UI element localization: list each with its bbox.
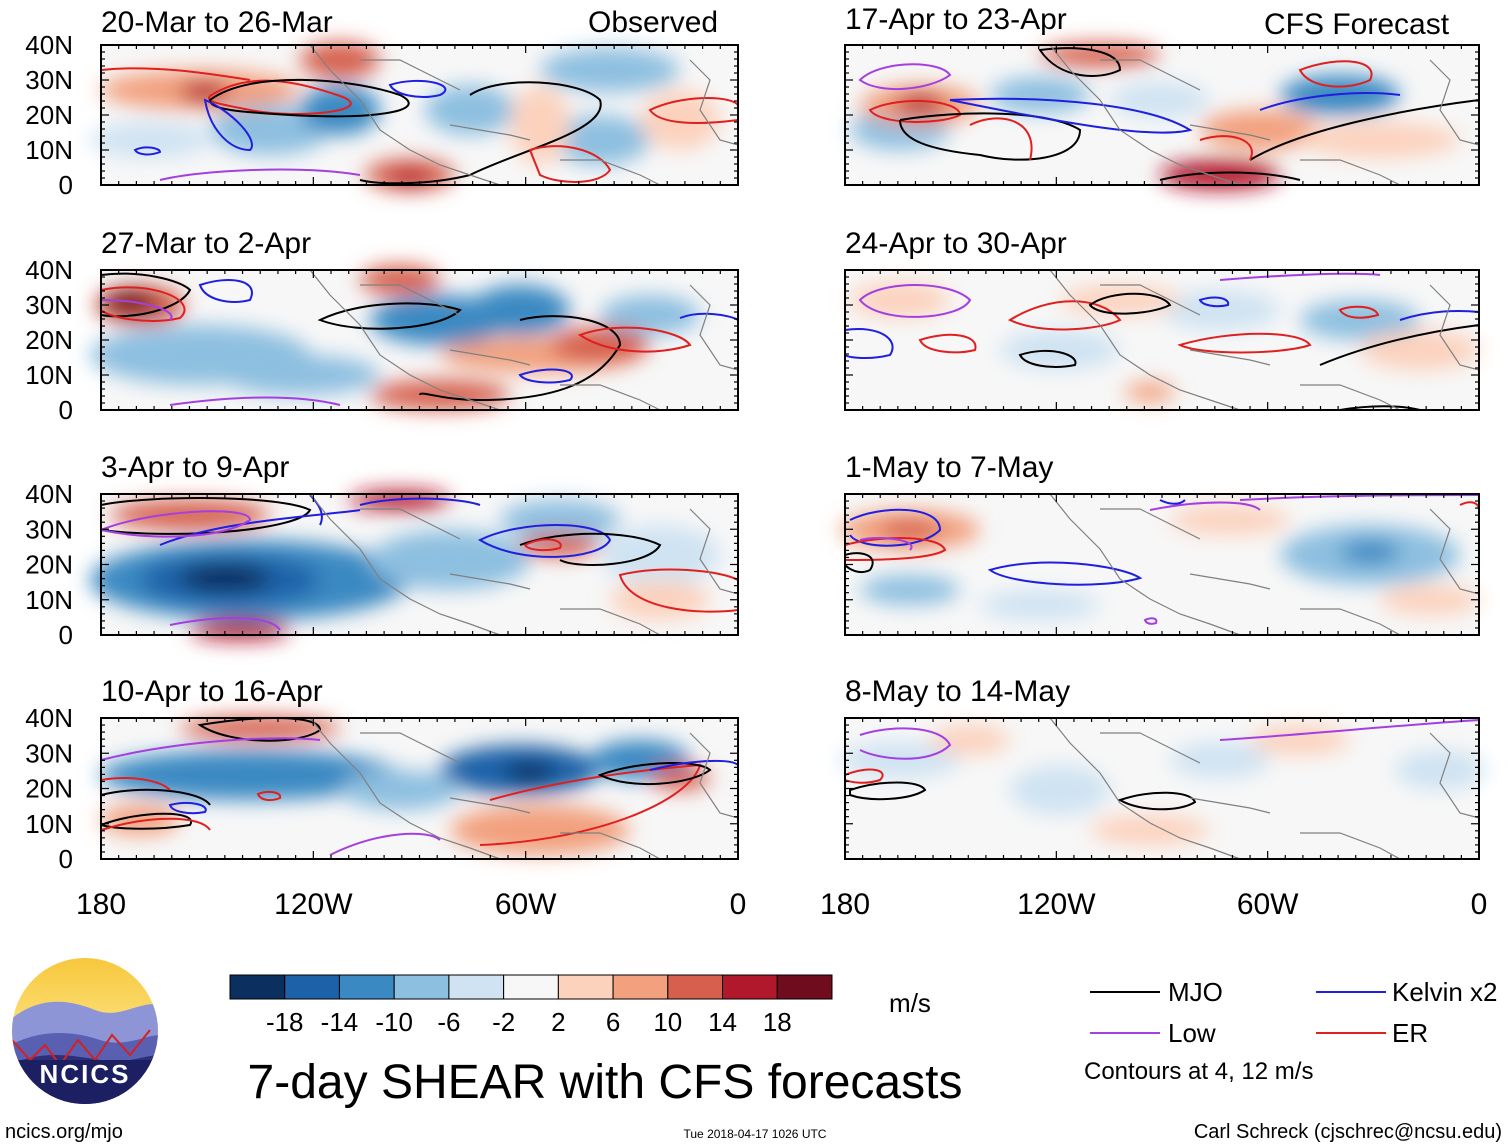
panel-title-obs3: 3-Apr to 9-Apr xyxy=(101,451,290,484)
x-tick-label: 60W xyxy=(495,888,557,921)
legend-label-er: ER xyxy=(1392,1018,1428,1048)
y-tick-label: 30N xyxy=(25,290,73,320)
colorbar-label: 2 xyxy=(551,1007,565,1037)
coastline-obs2 xyxy=(309,269,739,411)
y-tick-label: 0 xyxy=(59,395,73,425)
shear-field-fc2 xyxy=(850,282,1480,402)
panel-fc3 xyxy=(840,493,1480,636)
x-tick-label: 0 xyxy=(1471,888,1488,921)
coastline-fc3 xyxy=(1049,493,1480,636)
x-tick-label: 180 xyxy=(820,888,870,921)
coastline-obs3 xyxy=(309,493,739,636)
panel-obs2 xyxy=(90,265,739,411)
colorbar-swatch xyxy=(503,974,559,1000)
colorbar-swatch xyxy=(557,974,614,1000)
colorbar-swatch xyxy=(776,974,833,1000)
legend-label-low: Low xyxy=(1168,1018,1216,1048)
column-label-observed: Observed xyxy=(588,6,719,39)
colorbar: -18 -14 -10 -6 -2 2 6 10 14 18 xyxy=(229,974,833,1037)
panel-title-obs2: 27-Mar to 2-Apr xyxy=(101,227,312,260)
panel-title-fc2: 24-Apr to 30-Apr xyxy=(845,227,1067,260)
y-tick-label: 10N xyxy=(25,360,73,390)
colorbar-label: -14 xyxy=(321,1007,359,1037)
coastline-fc2 xyxy=(1049,269,1480,411)
y-tick-label: 10N xyxy=(25,135,73,165)
panel-title-fc1: 17-Apr to 23-Apr xyxy=(845,3,1067,36)
contour-note: Contours at 4, 12 m/s xyxy=(1084,1058,1313,1085)
x-tick-label: 120W xyxy=(1017,888,1096,921)
y-tick-label: 10N xyxy=(25,585,73,615)
coastline-fc4 xyxy=(1049,717,1480,860)
author-credit: Carl Schreck (cjschrec@ncsu.edu) xyxy=(1194,1121,1502,1143)
colorbar-label: -18 xyxy=(266,1007,304,1037)
coastline-fc1 xyxy=(1049,44,1480,186)
website-link[interactable]: ncics.org/mjo xyxy=(5,1121,123,1143)
panel-obs4 xyxy=(100,716,739,860)
legend: MJO Kelvin x2 Low ER Contours at 4, 12 m… xyxy=(1084,977,1498,1085)
colorbar-swatch xyxy=(612,974,669,1000)
y-tick-label: 0 xyxy=(59,844,73,874)
colorbar-swatch xyxy=(393,974,450,1000)
colorbar-swatch xyxy=(667,974,724,1000)
coastline-obs4 xyxy=(309,717,739,860)
contours-obs2 xyxy=(100,272,739,406)
y-tick-label: 20N xyxy=(25,774,73,804)
colorbar-label: -6 xyxy=(437,1007,460,1037)
y-tick-label: 40N xyxy=(25,30,73,60)
y-tick-label: 0 xyxy=(59,620,73,650)
panel-obs3 xyxy=(90,490,739,640)
ncics-logo: NCICS xyxy=(12,958,158,1104)
x-tick-label: 180 xyxy=(76,888,126,921)
chart-title: 7-day SHEAR with CFS forecasts xyxy=(248,1056,963,1109)
panel-title-obs1: 20-Mar to 26-Mar xyxy=(101,6,333,39)
legend-label-mjo: MJO xyxy=(1168,977,1223,1007)
y-tick-label: 30N xyxy=(25,514,73,544)
colorbar-swatch xyxy=(722,974,778,1000)
column-label-forecast: CFS Forecast xyxy=(1264,8,1450,41)
y-tick-label: 20N xyxy=(25,550,73,580)
x-tick-label: 60W xyxy=(1237,888,1299,921)
coastline-obs1 xyxy=(309,44,739,186)
logo-text: NCICS xyxy=(40,1059,131,1089)
colorbar-label: -2 xyxy=(492,1007,515,1037)
panel-fc2 xyxy=(844,269,1480,411)
colorbar-label: 14 xyxy=(708,1007,737,1037)
colorbar-label: 6 xyxy=(606,1007,620,1037)
y-tick-label: 40N xyxy=(25,255,73,285)
y-tick-label: 10N xyxy=(25,809,73,839)
colorbar-label: 18 xyxy=(763,1007,792,1037)
panel-title-obs4: 10-Apr to 16-Apr xyxy=(101,675,323,708)
timestamp: Tue 2018-04-17 1026 UTC xyxy=(684,1127,827,1141)
y-tick-label: 40N xyxy=(25,703,73,733)
y-tick-label: 20N xyxy=(25,325,73,355)
y-tick-label: 30N xyxy=(25,65,73,95)
colorbar-swatch xyxy=(284,974,340,1000)
x-tick-label: 0 xyxy=(730,888,747,921)
contours-obs1 xyxy=(100,67,739,185)
panel-title-fc4: 8-May to 14-May xyxy=(845,675,1071,708)
contours-fc3 xyxy=(844,494,1480,625)
colorbar-swatch xyxy=(448,974,505,1000)
contours-obs3 xyxy=(100,494,739,631)
x-tick-label: 120W xyxy=(274,888,353,921)
panel-fc1 xyxy=(844,43,1480,190)
panel-fc4 xyxy=(840,717,1485,860)
colorbar-label: -10 xyxy=(375,1007,413,1037)
colorbar-swatch xyxy=(338,974,395,1000)
colorbar-label: 10 xyxy=(653,1007,682,1037)
y-tick-label: 30N xyxy=(25,738,73,768)
legend-label-kelvin: Kelvin x2 xyxy=(1392,977,1498,1007)
y-tick-label: 40N xyxy=(25,479,73,509)
colorbar-swatch xyxy=(229,974,286,1000)
panel-obs1 xyxy=(90,42,739,191)
colorbar-units: m/s xyxy=(889,988,931,1018)
contours-fc2 xyxy=(844,272,1480,411)
contours-fc4 xyxy=(844,719,1480,811)
y-tick-label: 0 xyxy=(59,170,73,200)
panel-title-fc3: 1-May to 7-May xyxy=(845,451,1054,484)
y-tick-label: 20N xyxy=(25,100,73,130)
axes-layer: 40N 30N 20N 10N 0 40N 30N 20N 10N 0 40N 30N 20N 10N 0 4… xyxy=(25,30,1487,921)
